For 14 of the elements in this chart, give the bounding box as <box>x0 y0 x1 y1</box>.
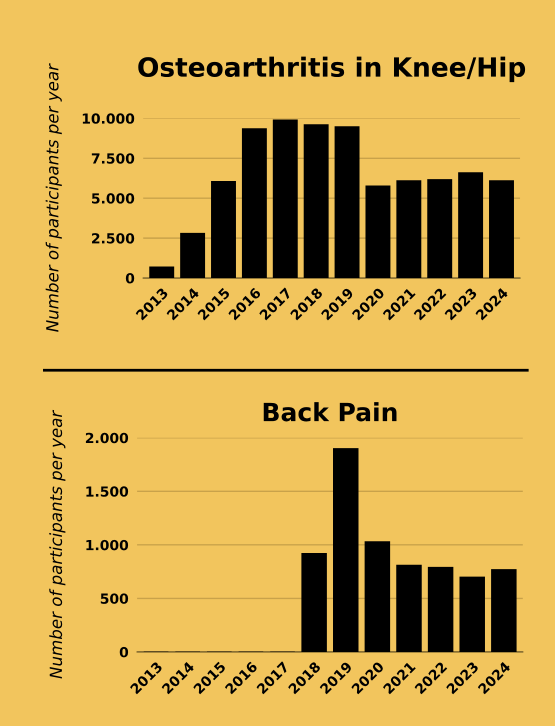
y-tick-label: 0 <box>120 646 128 658</box>
y-tick-label: 1.500 <box>86 486 128 497</box>
y-tick-label: 2.500 <box>92 233 134 244</box>
chart-title: Back Pain <box>264 402 396 422</box>
y-tick-label: 500 <box>100 593 128 604</box>
y-tick-label: 2.000 <box>86 432 128 444</box>
y-tick-label: 1.000 <box>86 540 128 550</box>
y-tick-label: 7.500 <box>92 153 134 164</box>
y-tick-label: 5.000 <box>92 193 134 204</box>
chart-title: Osteoarthritis in Knee/Hip <box>138 56 526 82</box>
y-tick-label: 10.000 <box>82 113 134 124</box>
y-tick-label: 0 <box>126 273 134 284</box>
y-axis-title: Number of participants per year <box>49 410 66 679</box>
y-axis-title: Number of participants per year <box>46 63 62 332</box>
